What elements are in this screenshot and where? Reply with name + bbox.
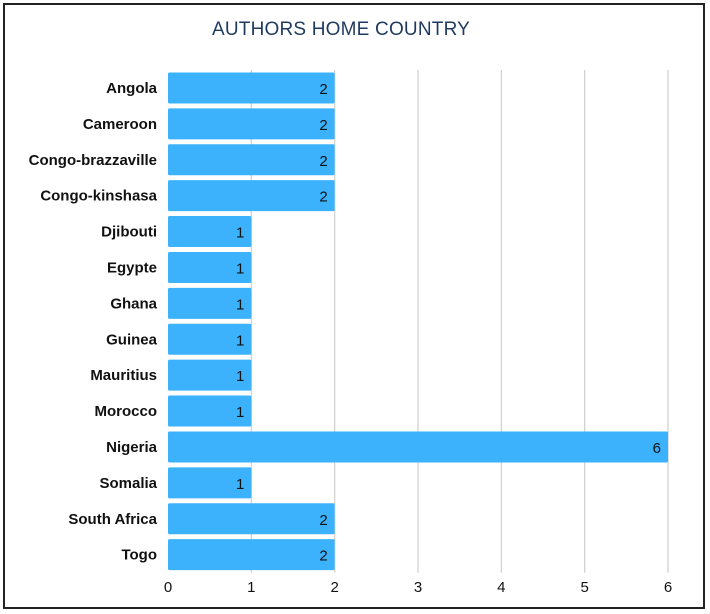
bar-angola: [168, 72, 335, 104]
value-label-togo: 2: [319, 548, 327, 565]
x-tick-label-3: 3: [414, 579, 422, 596]
value-label-south-africa: 2: [319, 512, 327, 529]
bar-guinea: [168, 323, 252, 355]
bar-south-africa: [168, 503, 335, 535]
value-label-morocco: 1: [236, 404, 244, 421]
bar-cameroon: [168, 108, 335, 140]
bar-nigeria: [168, 431, 668, 463]
x-tick-label-6: 6: [664, 579, 672, 596]
category-label-cameroon: Cameroon: [83, 116, 157, 133]
category-label-egypte: Egypte: [107, 259, 157, 276]
category-label-south-africa: South Africa: [68, 511, 157, 528]
category-label-togo: Togo: [121, 547, 157, 564]
category-label-guinea: Guinea: [106, 331, 158, 348]
value-label-angola: 2: [319, 81, 327, 98]
category-label-ghana: Ghana: [110, 295, 157, 312]
chart-title: AUTHORS HOME COUNTRY: [211, 19, 471, 40]
x-tick-label-5: 5: [580, 579, 588, 596]
bar-congo-kinshasa: [168, 180, 335, 212]
bar-djibouti: [168, 216, 252, 248]
x-tick-label-2: 2: [330, 579, 338, 596]
x-tick-label-1: 1: [247, 579, 255, 596]
chart-frame: [3, 3, 705, 609]
value-label-mauritius: 1: [236, 368, 244, 385]
value-label-guinea: 1: [236, 332, 244, 349]
x-tick-label-0: 0: [164, 579, 172, 596]
category-label-nigeria: Nigeria: [106, 439, 158, 456]
bar-somalia: [168, 467, 252, 499]
category-label-morocco: Morocco: [94, 403, 157, 420]
bar-mauritius: [168, 359, 252, 391]
value-label-djibouti: 1: [236, 225, 244, 242]
category-label-mauritius: Mauritius: [90, 367, 157, 384]
value-label-somalia: 1: [236, 476, 244, 493]
category-label-congo-brazzaville: Congo-brazzaville: [29, 152, 157, 169]
value-label-congo-brazzaville: 2: [319, 153, 327, 170]
bar-egypte: [168, 251, 252, 283]
category-label-somalia: Somalia: [99, 475, 157, 492]
bar-morocco: [168, 395, 252, 427]
bar-togo: [168, 539, 335, 571]
category-label-congo-kinshasa: Congo-kinshasa: [40, 188, 157, 205]
x-tick-label-4: 4: [497, 579, 505, 596]
category-label-angola: Angola: [106, 80, 157, 97]
value-label-egypte: 1: [236, 260, 244, 277]
bar-ghana: [168, 287, 252, 319]
category-label-djibouti: Djibouti: [101, 224, 157, 241]
value-label-cameroon: 2: [319, 117, 327, 134]
value-label-nigeria: 6: [653, 440, 661, 457]
value-label-congo-kinshasa: 2: [319, 189, 327, 206]
value-label-ghana: 1: [236, 296, 244, 313]
bar-congo-brazzaville: [168, 144, 335, 176]
